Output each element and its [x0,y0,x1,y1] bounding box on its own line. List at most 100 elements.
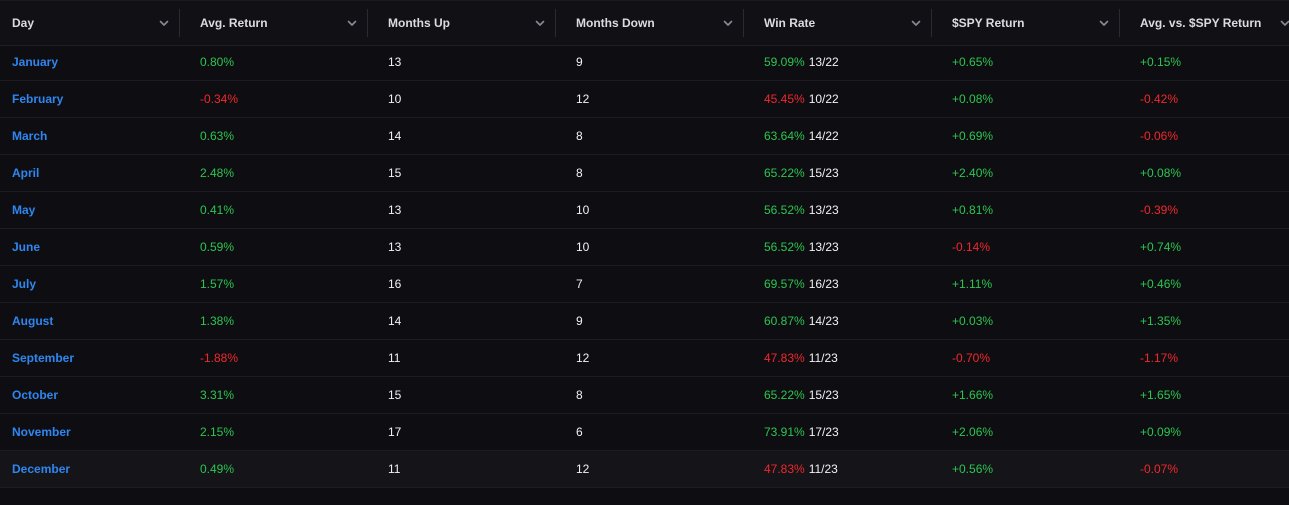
avg-vs-spy-cell: +0.15% [1140,55,1182,69]
table-row[interactable]: December 0.49% 11 12 47.83% 11/23 +0.56% -0.07% [0,451,1289,488]
column-header-label: Day [12,16,35,30]
spy-return-cell: +0.08% [952,92,994,106]
table-row[interactable]: September -1.88% 11 12 47.83% 11/23 -0.70% -1.1… [0,340,1289,377]
win-rate-fraction: 13/23 [808,240,839,254]
chevron-down-icon[interactable] [158,17,170,29]
months-up-cell: 17 [388,425,402,439]
chevron-down-icon[interactable] [1279,17,1289,29]
month-link[interactable]: July [12,277,37,291]
avg-vs-spy-cell: -0.42% [1140,92,1179,106]
spy-return-cell: +1.66% [952,388,994,402]
column-resize-handle[interactable] [367,9,368,37]
column-header-months-down[interactable]: Months Down [564,1,744,45]
months-down-cell: 12 [576,462,590,476]
table-row[interactable]: July 1.57% 16 7 69.57% 16/23 +1.11% +0.46% [0,266,1289,303]
avg-return-cell: 0.80% [200,55,235,69]
chevron-down-icon[interactable] [1098,17,1110,29]
spy-return-cell: +1.11% [952,277,993,291]
column-resize-handle[interactable] [555,9,556,37]
months-down-cell: 12 [576,92,590,106]
chevron-down-icon[interactable] [910,17,922,29]
avg-return-cell: -0.34% [200,92,239,106]
column-header-win-rate[interactable]: Win Rate [752,1,932,45]
column-header-day[interactable]: Day [0,1,180,45]
win-rate-percent: 73.91% [764,425,805,439]
win-rate-fraction: 11/23 [808,462,838,476]
win-rate-percent: 56.52% [764,240,805,254]
column-header-avg-return[interactable]: Avg. Return [188,1,368,45]
spy-return-cell: -0.70% [952,351,991,365]
table-row[interactable]: February -0.34% 10 12 45.45% 10/22 +0.08% -0.42… [0,81,1289,118]
win-rate-fraction: 15/23 [808,388,839,402]
win-rate-percent: 63.64% [764,129,805,143]
column-header-label: Avg. vs. $SPY Return [1140,16,1262,30]
month-link[interactable]: September [12,351,75,365]
win-rate-fraction: 10/22 [808,92,839,106]
months-up-cell: 14 [388,129,402,143]
table-row[interactable]: June 0.59% 13 10 56.52% 13/23 -0.14% +0.74% [0,229,1289,266]
column-header-spy-return[interactable]: $SPY Return [940,1,1120,45]
months-up-cell: 10 [388,92,402,106]
spy-return-cell: +0.03% [952,314,994,328]
win-rate-cell: 73.91% 17/23 [764,414,839,450]
column-resize-handle[interactable] [743,9,744,37]
months-down-cell: 10 [576,240,590,254]
month-link[interactable]: March [12,129,48,143]
month-link[interactable]: October [12,388,59,402]
month-link[interactable]: August [12,314,54,328]
months-down-cell: 8 [576,388,583,402]
months-up-cell: 15 [388,166,402,180]
month-link[interactable]: November [12,425,71,439]
column-header-label: Avg. Return [200,16,268,30]
win-rate-fraction: 17/23 [808,425,839,439]
win-rate-fraction: 11/23 [808,351,838,365]
month-link[interactable]: January [12,55,59,69]
column-header-months-up[interactable]: Months Up [376,1,556,45]
month-link[interactable]: April [12,166,40,180]
column-resize-handle[interactable] [179,9,180,37]
table-row[interactable]: November 2.15% 17 6 73.91% 17/23 +2.06% +0.09% [0,414,1289,451]
spy-return-cell: +0.56% [952,462,994,476]
column-header-label: Months Down [576,16,655,30]
win-rate-fraction: 13/22 [808,55,839,69]
avg-return-cell: 1.57% [200,277,235,291]
column-resize-handle[interactable] [1119,9,1120,37]
month-link[interactable]: June [12,240,41,254]
chevron-down-icon[interactable] [722,17,734,29]
months-up-cell: 11 [388,462,401,476]
table-row[interactable]: January 0.80% 13 9 59.09% 13/22 +0.65% +0.15% [0,44,1289,81]
month-link[interactable]: February [12,92,64,106]
table-row[interactable]: October 3.31% 15 8 65.22% 15/23 +1.66% +1.65% [0,377,1289,414]
win-rate-percent: 59.09% [764,55,805,69]
month-link[interactable]: May [12,203,36,217]
avg-return-cell: -1.88% [200,351,239,365]
avg-vs-spy-cell: -1.17% [1140,351,1179,365]
chevron-down-icon[interactable] [346,17,358,29]
win-rate-percent: 45.45% [764,92,805,106]
win-rate-percent: 65.22% [764,166,805,180]
avg-vs-spy-cell: +0.46% [1140,277,1182,291]
spy-return-cell: +0.81% [952,203,994,217]
table-row[interactable]: March 0.63% 14 8 63.64% 14/22 +0.69% -0.06% [0,118,1289,155]
avg-return-cell: 0.49% [200,462,235,476]
win-rate-cell: 60.87% 14/23 [764,303,839,339]
table-row[interactable]: April 2.48% 15 8 65.22% 15/23 +2.40% +0.08% [0,155,1289,192]
avg-return-cell: 1.38% [200,314,235,328]
win-rate-cell: 45.45% 10/22 [764,81,839,117]
months-up-cell: 11 [388,351,401,365]
column-header-label: $SPY Return [952,16,1025,30]
win-rate-percent: 60.87% [764,314,805,328]
months-down-cell: 12 [576,351,590,365]
chevron-down-icon[interactable] [534,17,546,29]
table-row[interactable]: May 0.41% 13 10 56.52% 13/23 +0.81% -0.39% [0,192,1289,229]
column-header-avg-vs-spy[interactable]: Avg. vs. $SPY Return [1128,1,1289,45]
table-row[interactable]: August 1.38% 14 9 60.87% 14/23 +0.03% +1.35% [0,303,1289,340]
months-down-cell: 8 [576,166,583,180]
win-rate-cell: 69.57% 16/23 [764,266,839,302]
months-down-cell: 10 [576,203,590,217]
month-link[interactable]: December [12,462,71,476]
months-down-cell: 7 [576,277,583,291]
win-rate-percent: 69.57% [764,277,805,291]
column-resize-handle[interactable] [931,9,932,37]
avg-return-cell: 0.59% [200,240,235,254]
